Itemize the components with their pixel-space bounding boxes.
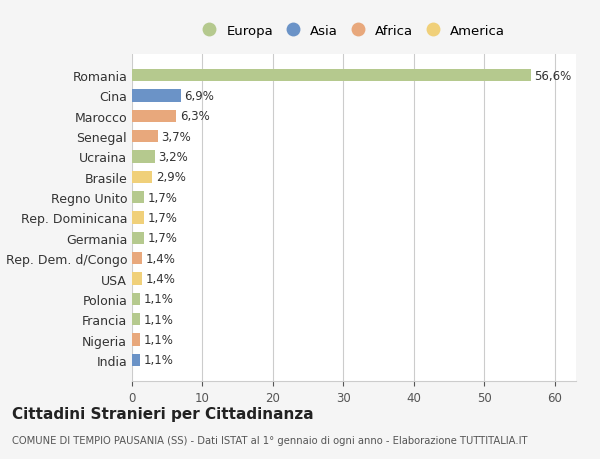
Legend: Europa, Asia, Africa, America: Europa, Asia, Africa, America bbox=[197, 19, 511, 43]
Text: 1,1%: 1,1% bbox=[143, 313, 173, 326]
Bar bbox=[132, 293, 140, 305]
Bar bbox=[132, 131, 158, 143]
Text: 2,9%: 2,9% bbox=[156, 171, 186, 184]
Bar bbox=[132, 273, 142, 285]
Bar bbox=[132, 111, 176, 123]
Bar bbox=[132, 313, 140, 325]
Bar bbox=[132, 90, 181, 102]
Bar bbox=[132, 252, 142, 265]
Bar bbox=[132, 232, 144, 244]
Text: 1,4%: 1,4% bbox=[145, 272, 175, 285]
Bar bbox=[132, 334, 140, 346]
Bar bbox=[132, 354, 140, 366]
Text: COMUNE DI TEMPIO PAUSANIA (SS) - Dati ISTAT al 1° gennaio di ogni anno - Elabora: COMUNE DI TEMPIO PAUSANIA (SS) - Dati IS… bbox=[12, 435, 527, 445]
Text: 1,7%: 1,7% bbox=[148, 212, 178, 224]
Text: 3,2%: 3,2% bbox=[158, 151, 188, 164]
Text: 1,7%: 1,7% bbox=[148, 232, 178, 245]
Bar bbox=[132, 171, 152, 184]
Bar bbox=[132, 151, 155, 163]
Text: 1,4%: 1,4% bbox=[145, 252, 175, 265]
Bar bbox=[132, 70, 531, 82]
Text: Cittadini Stranieri per Cittadinanza: Cittadini Stranieri per Cittadinanza bbox=[12, 406, 314, 421]
Bar bbox=[132, 192, 144, 204]
Text: 3,7%: 3,7% bbox=[161, 130, 191, 143]
Bar bbox=[132, 212, 144, 224]
Text: 6,9%: 6,9% bbox=[184, 90, 214, 103]
Text: 1,1%: 1,1% bbox=[143, 333, 173, 346]
Text: 6,3%: 6,3% bbox=[180, 110, 209, 123]
Text: 1,1%: 1,1% bbox=[143, 353, 173, 367]
Text: 56,6%: 56,6% bbox=[535, 69, 572, 83]
Text: 1,1%: 1,1% bbox=[143, 293, 173, 306]
Text: 1,7%: 1,7% bbox=[148, 191, 178, 204]
